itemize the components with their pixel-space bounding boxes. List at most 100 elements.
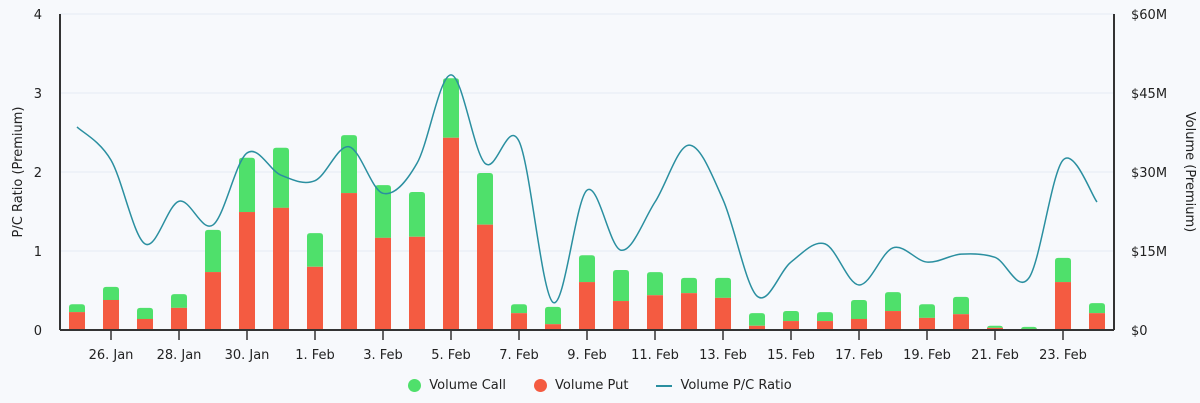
bar-call [919, 304, 935, 318]
bar-call [749, 313, 765, 326]
legend-item-put[interactable]: Volume Put [534, 378, 628, 393]
x-tick-label: 15. Feb [767, 348, 815, 363]
bar-put [1055, 282, 1071, 330]
x-tick-label: 30. Jan [225, 348, 270, 363]
bar-call [613, 269, 629, 302]
bar-call [307, 233, 323, 267]
bar-put [205, 272, 221, 330]
x-tick-label: 13. Feb [699, 348, 747, 363]
bar-put [987, 327, 1003, 330]
bar-put [273, 207, 289, 330]
bar-call [409, 192, 425, 237]
bar-call [681, 277, 697, 294]
bar-put [341, 193, 357, 330]
bar-put [239, 212, 255, 330]
y-right-tick-label: $60M [1131, 8, 1167, 23]
x-tick-label: 28. Jan [157, 348, 202, 363]
x-tick-label: 1. Feb [295, 348, 335, 363]
legend-item-call[interactable]: Volume Call [408, 378, 506, 393]
bar-call [239, 157, 255, 213]
bar-put [647, 295, 663, 330]
legend-ratio-marker [656, 384, 673, 387]
bar-put [851, 318, 867, 330]
bar-put [783, 321, 799, 330]
y-left-axis-title: P/C Ratio (Premium) [11, 107, 26, 238]
bar-put [953, 314, 969, 330]
bar-call [137, 307, 153, 319]
bar-put [817, 321, 833, 330]
x-tick-label: 7. Feb [499, 348, 539, 363]
bar-call [1055, 257, 1071, 283]
chart-svg: 0 1 2 3 4 $0 $15M $30M $45M $60M P/C Ratio (Premiu… [11, 8, 1197, 363]
bar-put [885, 311, 901, 330]
legend-put-marker [534, 379, 547, 392]
x-tick-label: 17. Feb [835, 348, 883, 363]
bar-put [307, 266, 323, 330]
x-tick-label: 3. Feb [363, 348, 403, 363]
y-left-tick-label: 3 [34, 87, 42, 102]
bar-put [749, 325, 765, 330]
bar-put [137, 318, 153, 330]
legend-label: Volume P/C Ratio [680, 378, 792, 393]
bar-call [783, 311, 799, 322]
y-left-tick-label: 2 [34, 166, 42, 181]
x-tick-label: 26. Jan [89, 348, 134, 363]
bar-call [103, 286, 119, 300]
y-right-tick-label: $15M [1131, 245, 1167, 260]
bar-put [477, 224, 493, 330]
y-left-tick-label: 1 [34, 245, 42, 260]
legend-label: Volume Put [555, 378, 629, 393]
bar-call [273, 147, 289, 208]
y-left-tick-label: 0 [34, 324, 42, 339]
x-tick-label: 11. Feb [631, 348, 679, 363]
x-tick-label: 23. Feb [1039, 348, 1087, 363]
bar-put [443, 137, 459, 330]
x-tick-label: 5. Feb [431, 348, 471, 363]
bar-call [1021, 326, 1037, 330]
bar-call [69, 304, 85, 313]
bar-call [545, 306, 561, 325]
bar-put [681, 293, 697, 330]
bar-call [817, 312, 833, 322]
bar-put [409, 236, 425, 330]
bar-call [205, 229, 221, 273]
bar-put [511, 313, 527, 330]
bar-call [443, 78, 459, 138]
y-right-tick-label: $30M [1131, 166, 1167, 181]
bar-put [579, 282, 595, 330]
bar-put [545, 324, 561, 330]
bar-call [851, 299, 867, 319]
legend-call-marker [408, 379, 422, 392]
y-right-axis-title: Volume (Premium) [1182, 112, 1197, 232]
bar-put [375, 237, 391, 330]
legend-item-ratio[interactable]: Volume P/C Ratio [656, 378, 792, 393]
x-tick-label: 21. Feb [971, 348, 1019, 363]
bar-put [715, 297, 731, 330]
bar-put [613, 301, 629, 330]
bar-put [69, 312, 85, 330]
bar-call [375, 185, 391, 238]
bar-call [987, 325, 1003, 329]
bar-call [647, 272, 663, 296]
bar-call [477, 173, 493, 225]
bar-put [103, 299, 119, 330]
bar-call [511, 304, 527, 314]
x-tick-label: 19. Feb [903, 348, 951, 363]
legend: Volume Call Volume Put Volume P/C Ratio [0, 378, 1200, 393]
ratio-line [76, 74, 1098, 304]
bar-call [1089, 303, 1105, 314]
bar-call [341, 135, 357, 194]
bar-call [579, 255, 595, 283]
y-right-tick-label: $45M [1131, 87, 1167, 102]
bar-call [885, 292, 901, 312]
bar-call [715, 277, 731, 298]
bar-put [919, 317, 935, 330]
legend-label: Volume Call [429, 378, 506, 393]
x-tick-label: 9. Feb [567, 348, 607, 363]
y-right-tick-label: $0 [1131, 324, 1148, 339]
bar-put [1089, 313, 1105, 330]
bar-put [171, 307, 187, 330]
bar-call [171, 294, 187, 308]
bar-call [953, 296, 969, 315]
